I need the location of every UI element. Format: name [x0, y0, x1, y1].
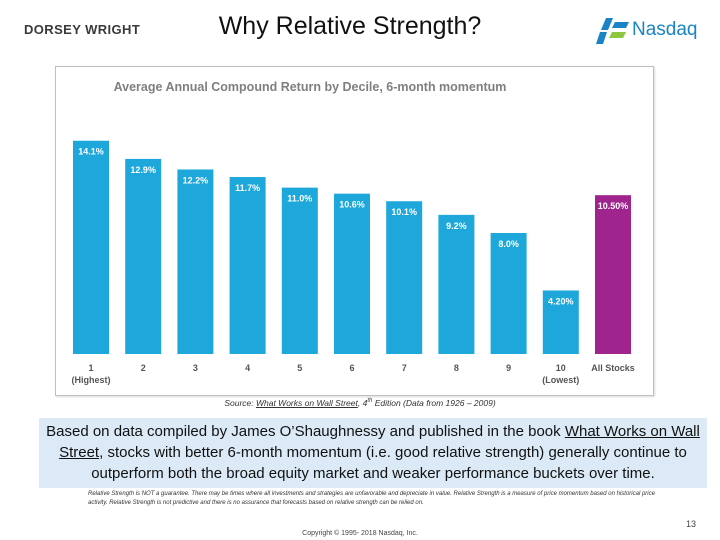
disclaimer-text: Relative Strength is NOT a guarantee. Th…: [88, 491, 655, 506]
category-label-1: 1: [88, 363, 93, 373]
bar-1: [73, 140, 109, 354]
source-book-title: What Works on Wall Street: [255, 398, 358, 408]
nasdaq-mark-icon: [596, 18, 629, 44]
bar-4: [229, 177, 266, 354]
bar-6: [334, 193, 370, 354]
callout-text: Based on data compiled by James O’Shaugh…: [43, 421, 703, 484]
data-label-3: 12.2%: [183, 175, 209, 185]
nasdaq-wordmark: Nasdaq: [632, 19, 698, 40]
category-label-7: 7: [402, 363, 407, 373]
bar-chart: Average Annual Compound Return by Decile…: [72, 80, 635, 385]
bar-8: [438, 214, 475, 354]
category-label-3: 3: [193, 363, 198, 373]
data-label-9: 8.0%: [498, 239, 519, 249]
callout-part2: , stocks with better 6-month momentum (i…: [91, 444, 687, 482]
source-edition: , 4: [357, 398, 368, 408]
bar-10: [542, 290, 579, 354]
chart-frame: Average Annual Compound Return by Decile…: [55, 66, 654, 396]
data-label-8: 9.2%: [446, 221, 467, 231]
source-note: Source: What Works on Wall Street, 4th E…: [170, 398, 550, 408]
bar-2: [125, 158, 162, 354]
category-label-4: 4: [245, 363, 250, 373]
data-label-1: 14.1%: [78, 147, 104, 157]
source-prefix: Source:: [224, 398, 256, 408]
bar-9: [490, 233, 527, 354]
category-label-9: 9: [506, 363, 511, 373]
bar-3: [177, 169, 214, 354]
category-label-10: 10: [556, 363, 566, 373]
category-label-2: 2: [141, 363, 146, 373]
callout-book-title: What Works on Wall Street: [59, 423, 700, 461]
category-label-8: 8: [454, 363, 459, 373]
callout-part1: Based on data compiled by James O’Shaugh…: [46, 423, 565, 440]
bar-5: [281, 187, 318, 354]
source-suffix: Edition (Data from 1926 – 2009): [372, 398, 496, 408]
bar-11: [595, 195, 631, 354]
bar-7: [386, 201, 423, 354]
category-label-1-line-2: (Highest): [72, 375, 111, 385]
data-label-11: 10.50%: [598, 201, 629, 211]
data-label-6: 10.6%: [339, 200, 365, 210]
category-label-11: All Stocks: [591, 363, 635, 373]
data-label-5: 11.0%: [287, 194, 312, 204]
category-label-6: 6: [349, 363, 354, 373]
data-label-4: 11.7%: [235, 183, 260, 193]
chart-title: Average Annual Compound Return by Decile…: [114, 80, 507, 94]
category-label-10-line-2: (Lowest): [542, 375, 579, 385]
slide-title: Why Relative Strength?: [218, 12, 482, 40]
category-label-5: 5: [297, 363, 302, 373]
copyright: Copyright © 1995- 2018 Nasdaq, Inc.: [302, 530, 418, 537]
data-label-7: 10.1%: [391, 207, 417, 217]
dorsey-wright-logo: DORSEY WRIGHT: [24, 22, 141, 37]
source-edition-suffix: th: [367, 398, 373, 405]
callout-box: Based on data compiled by James O’Shaugh…: [39, 418, 707, 488]
data-label-2: 12.9%: [130, 165, 156, 175]
data-label-10: 4.20%: [548, 296, 574, 306]
page-number: 13: [686, 519, 697, 529]
